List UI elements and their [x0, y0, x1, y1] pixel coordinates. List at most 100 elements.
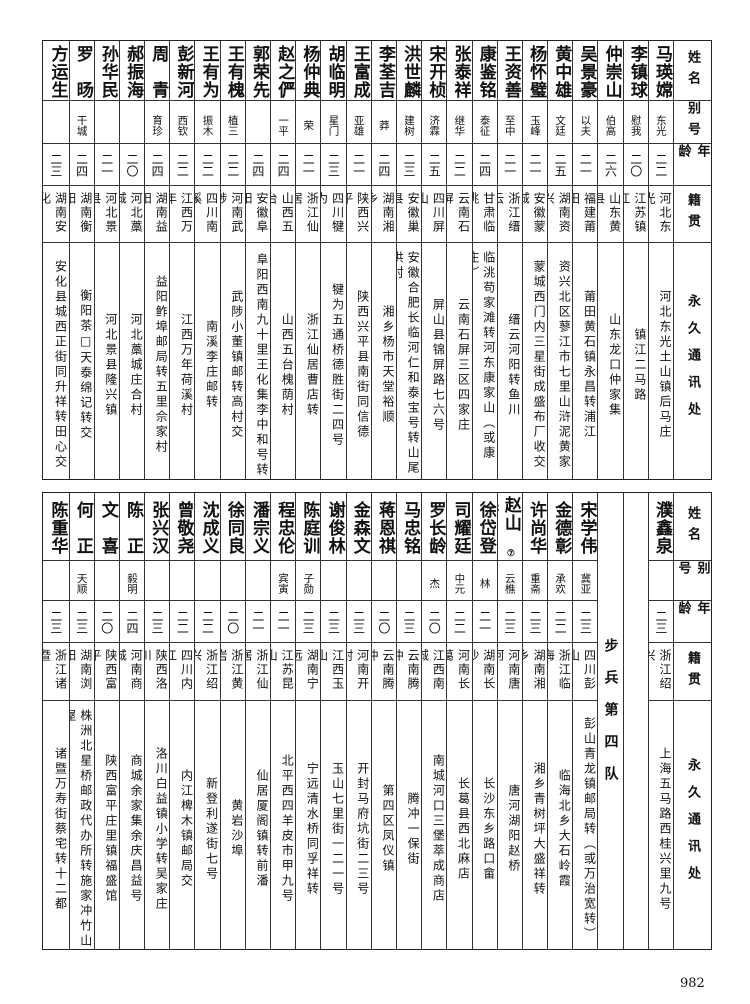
- alias-cell: [396, 561, 422, 601]
- origin-cell: 四川彭山: [573, 643, 598, 701]
- name-cell: 陈庭训: [296, 493, 321, 561]
- address-cell: 洛川白益镇小学转吴家庄: [145, 701, 169, 949]
- alias-text: 振木: [201, 114, 214, 136]
- person-column: 程忠伦 宾寅 二一 江苏昆山 北平西四羊皮市甲九号: [270, 493, 296, 949]
- origin-cell: 河南开封: [346, 643, 371, 701]
- section-column: 步兵第四队: [597, 493, 622, 949]
- origin-cell: 安徽巢县: [396, 186, 422, 243]
- age-cell: 二二: [548, 601, 573, 643]
- name-cell: 金德彰: [548, 493, 573, 561]
- alias-text: 承欢: [554, 573, 567, 594]
- alias-cell: 冀亚: [573, 561, 598, 601]
- address-cell: 蒙城西门内三星街成盛布厂收交: [523, 243, 547, 479]
- name-cell: 马忠铭: [396, 493, 422, 561]
- address-text: 湘乡杨市天堂裕顺: [380, 305, 395, 425]
- address-text: 临海北乡大石岭霞: [557, 769, 572, 889]
- origin-cell: 浙江诸暨: [43, 643, 69, 701]
- name-cell: 陈 正: [119, 493, 145, 561]
- origin-cell: 云南腾冲: [371, 643, 396, 701]
- name-text: 李荃吉: [374, 45, 395, 99]
- alias-cell: [94, 101, 119, 144]
- address-text: 陕西兴平县南街同信德: [355, 290, 370, 440]
- alias-cell: 振木: [195, 101, 220, 144]
- address-cell: 株洲北星桥邮政代办所转施家冲竹山屋: [70, 701, 94, 949]
- alias-text: 东光: [654, 114, 667, 136]
- person-column: 李荃吉莽二四 湖南湘乡 湘乡杨市天堂裕顺: [370, 41, 396, 479]
- person-column: 司耀廷 中元 二二 河南长葛 长葛县西北麻店: [446, 493, 472, 949]
- name-cell: 文 喜: [94, 493, 119, 561]
- alias-cell: 荣: [296, 101, 321, 144]
- address-cell: 益阳鲊埠邮局转五里佘家村: [145, 243, 169, 479]
- alias-cell: [371, 561, 396, 601]
- age-text: 二〇: [628, 152, 643, 177]
- origin-text: 安徽阜阳: [245, 192, 269, 234]
- origin-text: 四川南溪: [195, 192, 219, 234]
- age-text: 二一: [477, 609, 492, 634]
- address-text: 南溪李庄邮转: [204, 320, 219, 410]
- address-cell: 湘乡杨市天堂裕顺: [372, 243, 396, 479]
- name-text: 程忠伦: [274, 501, 295, 555]
- address-text: 屏山县锦屏路七六号: [431, 297, 446, 433]
- header-name: 姓名: [674, 41, 711, 101]
- header-address: 永久通讯处: [685, 757, 700, 893]
- origin-cell: 云南腾冲: [396, 643, 422, 701]
- person-column: 仲崇山 伯高 二六 山东黄县 山东龙口仲家集: [597, 41, 623, 479]
- alias-cell: 重斋: [522, 561, 548, 601]
- alias-cell: 云樵: [497, 561, 522, 601]
- alias-text: 林: [478, 578, 491, 589]
- origin-cell: 安徽蒙城: [522, 186, 548, 243]
- address-text: 安徽合肥长临河仁和泰宝号转山尾洪村: [396, 251, 421, 476]
- name-text: 方运生: [47, 45, 68, 99]
- origin-cell: 四川屏山: [422, 186, 447, 243]
- origin-cell: 江西万年: [170, 186, 195, 243]
- header-address: 永久通讯处: [685, 293, 700, 429]
- age-text: 二〇: [99, 609, 114, 634]
- header-origin: 籍贯: [674, 186, 711, 243]
- address-text: 益阳鲊埠邮局转五里佘家村: [154, 275, 169, 455]
- person-column: 王有槐 植三 二二 河南武陟 武陟小董镇邮转高村交: [219, 41, 245, 479]
- name-text: 王资善: [500, 45, 521, 99]
- age-text: 二一: [250, 609, 265, 634]
- origin-cell: 江苏昆山: [271, 643, 296, 701]
- name-text: 杨仲典: [299, 45, 320, 99]
- origin-text: 福建莆田: [573, 192, 597, 234]
- origin-text: 江西玉山: [321, 649, 345, 691]
- origin-cell: 湖南长沙: [472, 643, 497, 701]
- age-text: 二〇: [225, 609, 240, 634]
- alias-text: 以夫: [579, 114, 592, 136]
- age-text: 二四: [477, 152, 492, 177]
- age-text: 二五: [553, 152, 568, 177]
- alias-text: 建树: [403, 114, 416, 136]
- alias-cell: 莽: [371, 101, 396, 144]
- name-cell: 郝振海: [119, 41, 145, 101]
- person-column: 陈庭训 子勋 二三 湖南宁远 宁远清水桥同孚祥转: [295, 493, 321, 949]
- alias-cell: [195, 561, 220, 601]
- page-number: 982: [680, 976, 705, 991]
- age-cell: 二一: [497, 144, 522, 186]
- age-cell: 二〇: [220, 601, 245, 643]
- person-column: 王有为 振木 二二 四川南溪 南溪李庄邮转: [194, 41, 220, 479]
- age-text: 二三: [502, 609, 517, 634]
- name-text: 宋学伟: [576, 501, 597, 555]
- address-cell: 阜阳西南九十里王化集李中和号转: [246, 243, 270, 479]
- age-text: 二二: [653, 152, 668, 177]
- alias-cell: 毅明: [119, 561, 145, 601]
- empty-cell: [624, 493, 648, 949]
- alias-text: 重斋: [528, 573, 541, 594]
- origin-cell: 江苏镇江: [623, 186, 648, 243]
- alias-text: 泰征: [478, 114, 491, 136]
- person-column: 李镇球 慰我 二〇 江苏镇江 镇江二马路: [622, 41, 648, 479]
- age-cell: 二三: [321, 601, 346, 643]
- alias-cell: [94, 561, 119, 601]
- origin-cell: 湖南浏阳: [69, 643, 94, 701]
- alias-cell: 星门: [321, 101, 346, 144]
- age-text: 二三: [527, 609, 542, 634]
- name-cell: 王有槐: [220, 41, 245, 101]
- address-cell: 山东龙口仲家集: [598, 243, 622, 479]
- age-text: 二四: [276, 152, 291, 177]
- name-text: 蒋恩祺: [374, 501, 395, 555]
- name-text: 司耀廷: [450, 501, 471, 555]
- alias-cell: [119, 101, 145, 144]
- person-column: 谢俊林 二三 江西玉山 玉山七里街一二一号: [320, 493, 346, 949]
- origin-cell: 陕西洛川: [145, 643, 170, 701]
